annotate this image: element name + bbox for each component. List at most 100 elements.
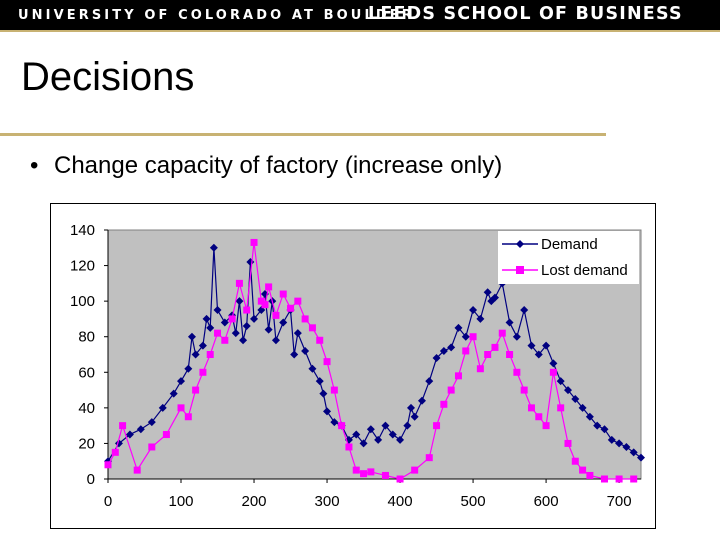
demand-point xyxy=(542,341,551,350)
demand-point xyxy=(629,448,638,457)
demand-point xyxy=(202,314,211,323)
lost-demand-point xyxy=(527,404,535,412)
lost-demand-point xyxy=(411,466,419,474)
lost-demand-point xyxy=(381,471,389,479)
demand-point xyxy=(315,377,324,386)
lost-demand-point xyxy=(454,372,462,380)
demand-point xyxy=(308,364,317,373)
lost-demand-point xyxy=(330,386,338,394)
lost-demand-point xyxy=(214,329,222,337)
demand-point xyxy=(622,442,631,451)
demand-point xyxy=(301,346,310,355)
y-tick-label: 100 xyxy=(70,293,95,310)
lost-demand-point xyxy=(484,351,492,358)
demand-point xyxy=(487,297,496,306)
demand-point xyxy=(169,389,178,398)
lost-demand-point xyxy=(323,358,331,366)
legend-marker-lost-demand xyxy=(516,266,524,274)
demand-point xyxy=(209,243,218,252)
lost-demand-point xyxy=(579,466,587,474)
slide-title: Decisions xyxy=(21,55,195,99)
lost-demand-point xyxy=(111,448,119,456)
x-tick-label: 700 xyxy=(607,493,632,510)
demand-point xyxy=(198,341,207,350)
lost-demand-point xyxy=(206,351,214,358)
demand-point xyxy=(246,258,255,267)
demand-point xyxy=(615,439,624,448)
demand-point xyxy=(239,336,248,345)
lost-demand-point xyxy=(462,347,470,355)
demand-point xyxy=(461,332,470,341)
demand-point xyxy=(432,354,441,363)
lost-demand-point xyxy=(571,457,579,465)
lost-demand-point xyxy=(250,238,258,246)
demand-point xyxy=(366,425,375,434)
demand-point xyxy=(505,318,514,327)
demand-point xyxy=(352,430,361,439)
lost-demand-point xyxy=(564,439,572,447)
lost-demand-point xyxy=(425,454,433,462)
lost-demand-point xyxy=(476,365,484,373)
demand-point xyxy=(125,430,134,439)
legend-box xyxy=(498,231,639,284)
title-underline xyxy=(0,133,606,136)
demand-point xyxy=(556,377,565,386)
lost-demand-point xyxy=(119,422,127,430)
university-name: UNIVERSITY OF COLORADO AT BOULDER xyxy=(18,8,415,23)
demand-point xyxy=(563,386,572,395)
header-accent-line xyxy=(0,30,720,32)
lost-demand-point xyxy=(549,368,557,376)
lost-demand-point xyxy=(600,475,608,483)
demand-point xyxy=(271,336,280,345)
demand-point xyxy=(483,288,492,297)
demand-point xyxy=(637,453,645,462)
demand-point xyxy=(600,425,609,434)
lost-demand-point xyxy=(308,324,316,332)
lost-demand-point xyxy=(199,368,207,376)
demand-point xyxy=(184,364,193,373)
lost-demand-point xyxy=(367,468,375,476)
y-tick-label: 80 xyxy=(78,329,95,346)
lost-demand-point xyxy=(261,301,269,309)
demand-point xyxy=(534,350,543,359)
lost-demand-point xyxy=(520,386,528,394)
demand-point xyxy=(454,323,463,332)
lost-demand-point xyxy=(345,443,353,451)
y-tick-label: 40 xyxy=(78,400,95,417)
lost-demand-point xyxy=(440,400,448,408)
demand-point xyxy=(527,341,536,350)
demand-point xyxy=(330,418,339,427)
demand-point xyxy=(490,293,499,302)
bullet-dot: • xyxy=(30,152,39,179)
x-tick-label: 500 xyxy=(461,493,486,510)
demand-point xyxy=(279,318,288,327)
demand-point xyxy=(147,418,156,427)
lost-demand-point xyxy=(192,386,200,394)
lost-demand-point xyxy=(221,336,229,344)
demand-point xyxy=(136,425,145,434)
demand-point xyxy=(319,389,328,398)
bullet-text: Change capacity of factory (increase onl… xyxy=(54,152,503,179)
demand-point xyxy=(293,329,302,338)
demand-point xyxy=(578,403,587,412)
demand-point xyxy=(158,403,167,412)
demand-point xyxy=(264,325,273,334)
x-tick-label: 300 xyxy=(315,493,340,510)
demand-point xyxy=(447,343,456,352)
x-tick-label: 400 xyxy=(388,493,413,510)
lost-demand-point xyxy=(586,471,594,479)
lost-demand-point xyxy=(316,336,324,344)
legend-marker-demand xyxy=(516,240,524,248)
demand-point xyxy=(571,394,580,403)
demand-point xyxy=(549,359,558,368)
lost-demand-point xyxy=(513,368,521,376)
y-tick-label: 120 xyxy=(70,258,95,275)
demand-point xyxy=(359,439,368,448)
lost-demand-point xyxy=(506,351,514,358)
lost-demand-point xyxy=(491,343,499,351)
bullet-item: • Change capacity of factory (increase on… xyxy=(30,152,502,180)
demand-point xyxy=(114,439,123,448)
demand-point xyxy=(417,396,426,405)
demand-point xyxy=(257,306,266,315)
lost-demand-point xyxy=(133,466,141,474)
